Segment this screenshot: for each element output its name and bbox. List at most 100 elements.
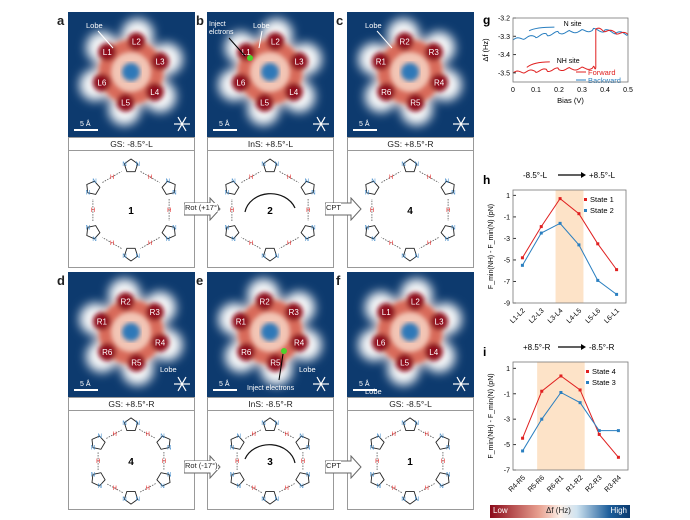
lobe-label: L4 [429, 348, 438, 357]
structure-number: 3 [267, 457, 273, 468]
x-tick-label: R6-R1 [546, 474, 565, 493]
rotation-arrow-icon [244, 444, 296, 464]
svg-text:N: N [261, 162, 265, 168]
data-point [577, 212, 581, 216]
stm-image-c: R2 R3 R4 R5 R6 R1 5 Å Lobe [347, 12, 474, 137]
lobe-label: R6 [241, 348, 252, 357]
annotation: NH site [557, 58, 580, 65]
legend-entry: State 2 [590, 206, 614, 215]
hydrogen-label: H [424, 432, 428, 438]
chart-title-right: -8.5°-R [589, 343, 615, 352]
data-point [559, 374, 563, 378]
svg-text:N: N [230, 446, 234, 452]
symmetry-star-icon [174, 376, 190, 392]
cpt-arrow-top: CPT [324, 196, 363, 223]
hydrogen-label: H [427, 175, 431, 181]
caption-e: InS: -8.5°-R [207, 397, 334, 410]
svg-text:N: N [401, 421, 405, 427]
injection-point [247, 55, 253, 61]
svg-text:N: N [446, 446, 450, 452]
x-tick-label: 0.1 [531, 87, 541, 94]
svg-text:N: N [98, 434, 102, 440]
svg-text:N: N [401, 162, 405, 168]
svg-text:N: N [136, 254, 140, 260]
lobe-label: R3 [150, 308, 161, 317]
data-point [520, 263, 524, 267]
lobe-label: L5 [260, 99, 269, 108]
lobe-label: R2 [259, 297, 270, 306]
data-point [539, 225, 543, 229]
svg-text:N: N [98, 484, 102, 490]
structure-number: 4 [407, 206, 413, 217]
x-tick-label: 0.5 [623, 87, 633, 94]
hydrogen-label: H [113, 432, 117, 438]
x-tick-label: L1-L2 [509, 307, 527, 325]
chart-h: h L1-L2 L2-L3 L3-L4 L4-L5 L5-L6 L6-L1 -8.5°-L +8… [483, 171, 627, 325]
lobe-label: R4 [155, 339, 166, 348]
imidazole-ring: NN [435, 472, 450, 490]
hydrogen-label: H [441, 459, 445, 465]
imidazole-ring: NN [161, 179, 177, 197]
x-axis-label: Bias (V) [557, 96, 584, 105]
x-tick-label: R5-R6 [527, 474, 546, 493]
data-point [558, 197, 562, 201]
stm-image-b: L2 L3 L4 L5 L6 L1 5 Å Lobe Inject elctrons [207, 12, 334, 137]
series-line-forward [512, 27, 629, 74]
y-tick-label: -3 [504, 417, 510, 424]
svg-text:N: N [231, 179, 235, 185]
lobe-label: R1 [376, 57, 387, 66]
data-point [559, 390, 563, 394]
data-point [540, 417, 544, 421]
hydrogen-label: H [287, 241, 291, 247]
lobe-label: R4 [294, 339, 305, 348]
svg-text:N: N [439, 434, 443, 440]
scale-label: 5 Å [219, 379, 230, 388]
imidazole-ring: NN [261, 417, 279, 432]
data-point [578, 401, 582, 405]
y-tick-label: -5 [504, 257, 510, 264]
caption-a: GS: -8.5°-L [68, 137, 195, 150]
hydrogen-label: H [370, 208, 374, 214]
svg-text:N: N [231, 237, 235, 243]
colorbar-high: High [610, 506, 627, 515]
data-point [539, 231, 543, 235]
svg-text:N: N [166, 179, 170, 185]
scale-label: 5 Å [80, 379, 91, 388]
panel-label: i [483, 345, 486, 359]
svg-text:N: N [275, 162, 279, 168]
stm-image-f: L2 L3 L4 L5 L6 L1 5 Å Lobe [347, 272, 474, 397]
svg-text:N: N [261, 497, 265, 503]
rotate-positive-arrow: Rot (+17°) [183, 196, 222, 223]
rotate-positive-arrow-label: Rot (+17°) [185, 203, 220, 212]
x-tick-label: L3-L4 [547, 307, 565, 325]
data-point [520, 256, 524, 260]
lobe-label: L4 [289, 88, 298, 97]
panel-label-f: f [336, 273, 341, 288]
hydrogen-label: H [392, 432, 396, 438]
panel-label-c: c [336, 13, 344, 28]
lobe-label: R3 [429, 48, 440, 57]
data-point [616, 429, 620, 433]
svg-text:N: N [305, 179, 309, 185]
hydrogen-label: H [389, 241, 393, 247]
imidazole-ring: NN [440, 179, 456, 197]
y-axis-label: F_min(NH) - F_min(N) (pN) [488, 204, 495, 289]
series-line [521, 222, 617, 295]
lobe-label: L6 [97, 79, 106, 88]
imidazole-ring: NN [122, 158, 140, 173]
hydrogen-label: H [230, 208, 234, 214]
svg-text:N: N [365, 225, 369, 231]
svg-text:N: N [451, 225, 455, 231]
annotation: N site [564, 21, 582, 28]
caption-c: GS: +8.5°-R [347, 137, 474, 150]
y-tick-label: -1 [504, 214, 510, 221]
imidazole-ring: NN [161, 225, 177, 243]
stm-image-a: L2 L3 L4 L5 L6 L1 5 Å Lobe [68, 12, 195, 137]
svg-text:N: N [172, 191, 176, 197]
legend-entry: State 4 [592, 367, 616, 376]
hydrogen-label: H [252, 486, 256, 492]
